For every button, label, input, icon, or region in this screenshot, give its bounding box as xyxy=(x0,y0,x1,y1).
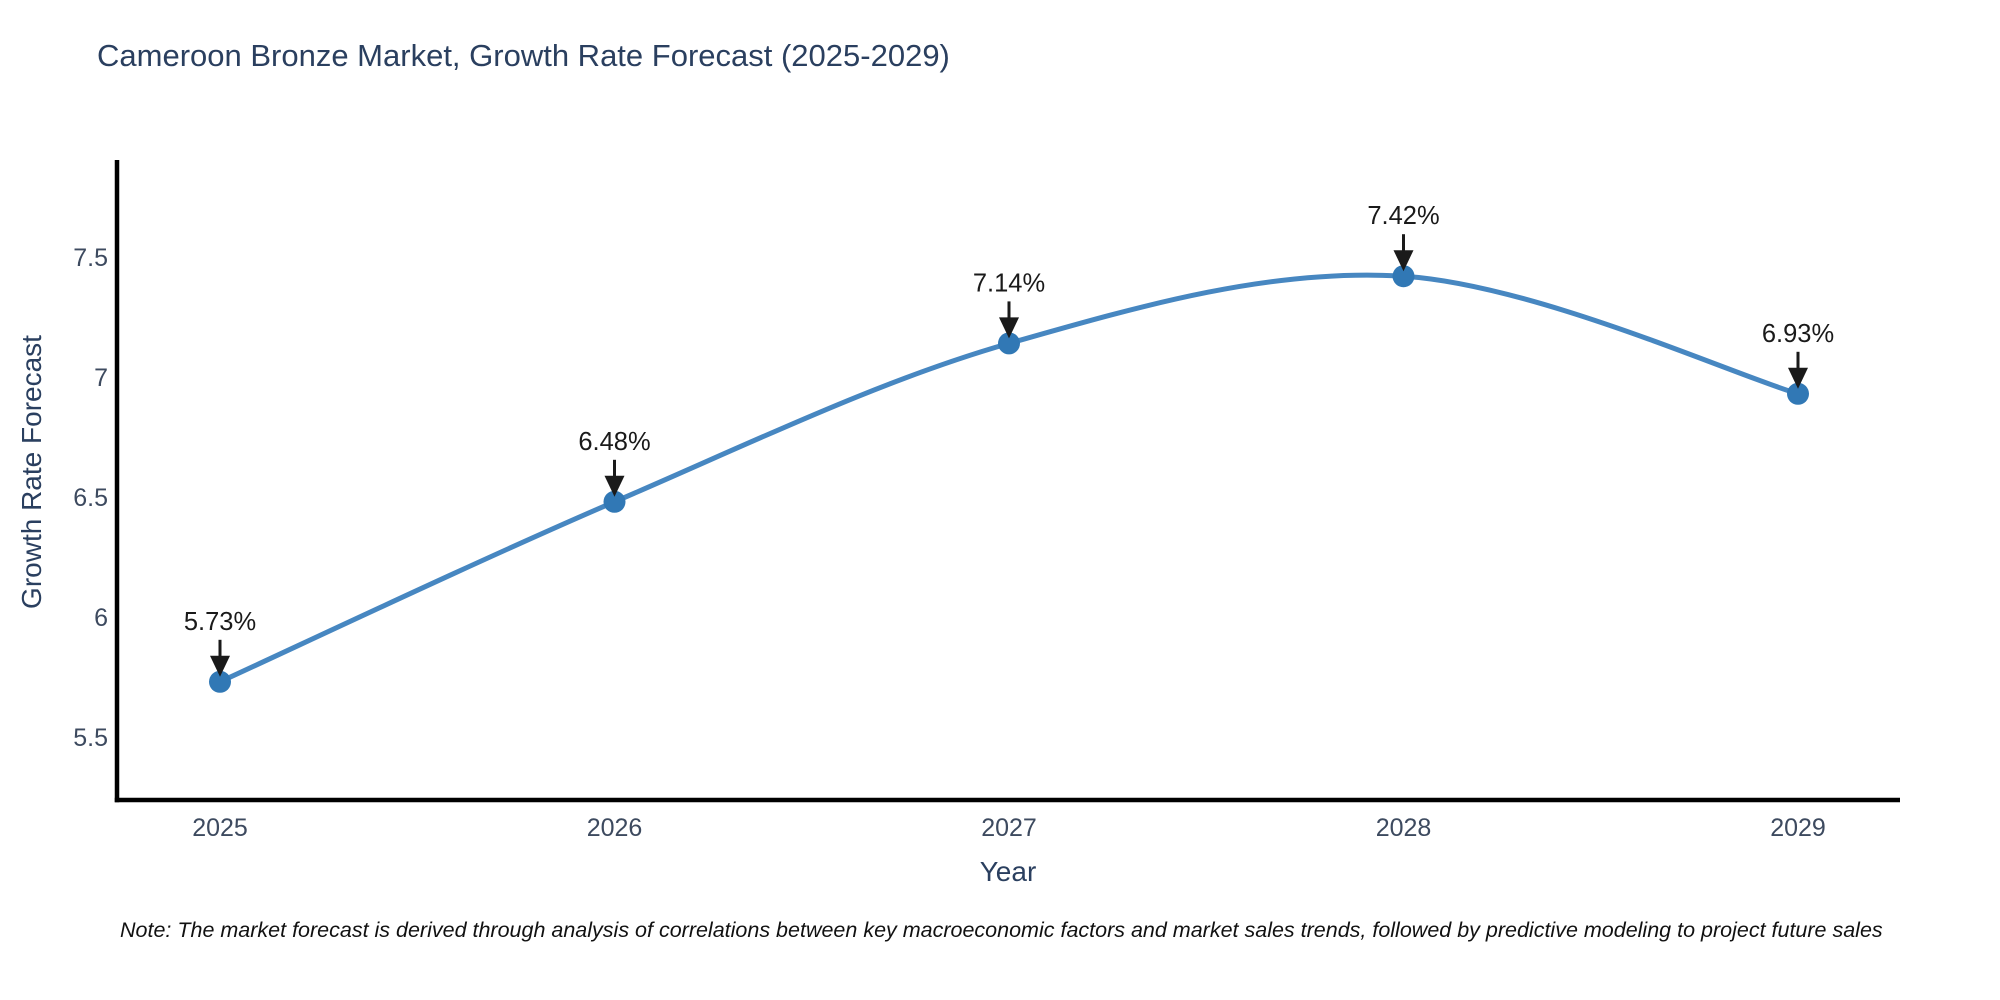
data-point-label: 7.14% xyxy=(973,269,1045,297)
y-tick-label: 7.5 xyxy=(73,244,108,272)
data-point-label: 6.48% xyxy=(578,428,650,456)
footnote: Note: The market forecast is derived thr… xyxy=(120,918,1883,942)
y-tick-label: 5.5 xyxy=(73,724,108,752)
y-tick-label: 7 xyxy=(94,364,108,392)
y-tick-label: 6.5 xyxy=(73,484,108,512)
data-point-label: 7.42% xyxy=(1367,202,1439,230)
data-point-label: 6.93% xyxy=(1762,320,1834,348)
data-point-marker xyxy=(603,490,626,513)
x-axis-title: Year xyxy=(979,856,1037,887)
x-tick-label: 2029 xyxy=(1770,814,1826,842)
x-tick-label: 2027 xyxy=(981,814,1037,842)
x-tick-label: 2025 xyxy=(192,814,248,842)
data-point-marker xyxy=(998,332,1020,355)
data-point-marker xyxy=(209,670,231,693)
data-point-marker xyxy=(1392,265,1415,288)
annotation-arrowhead xyxy=(1393,250,1414,272)
x-tick-label: 2028 xyxy=(1376,814,1432,842)
annotation-arrowhead xyxy=(999,317,1019,339)
annotation-arrowhead xyxy=(604,475,625,497)
data-point-marker xyxy=(1787,382,1809,405)
data-point-label: 5.73% xyxy=(184,608,256,636)
y-tick-label: 6 xyxy=(94,604,108,632)
annotation-arrowhead xyxy=(210,655,230,677)
y-axis-title: Growth Rate Forecast xyxy=(16,335,47,609)
chart-title: Cameroon Bronze Market, Growth Rate Fore… xyxy=(97,38,950,73)
x-tick-label: 2026 xyxy=(587,814,643,842)
annotation-arrowhead xyxy=(1788,367,1808,389)
